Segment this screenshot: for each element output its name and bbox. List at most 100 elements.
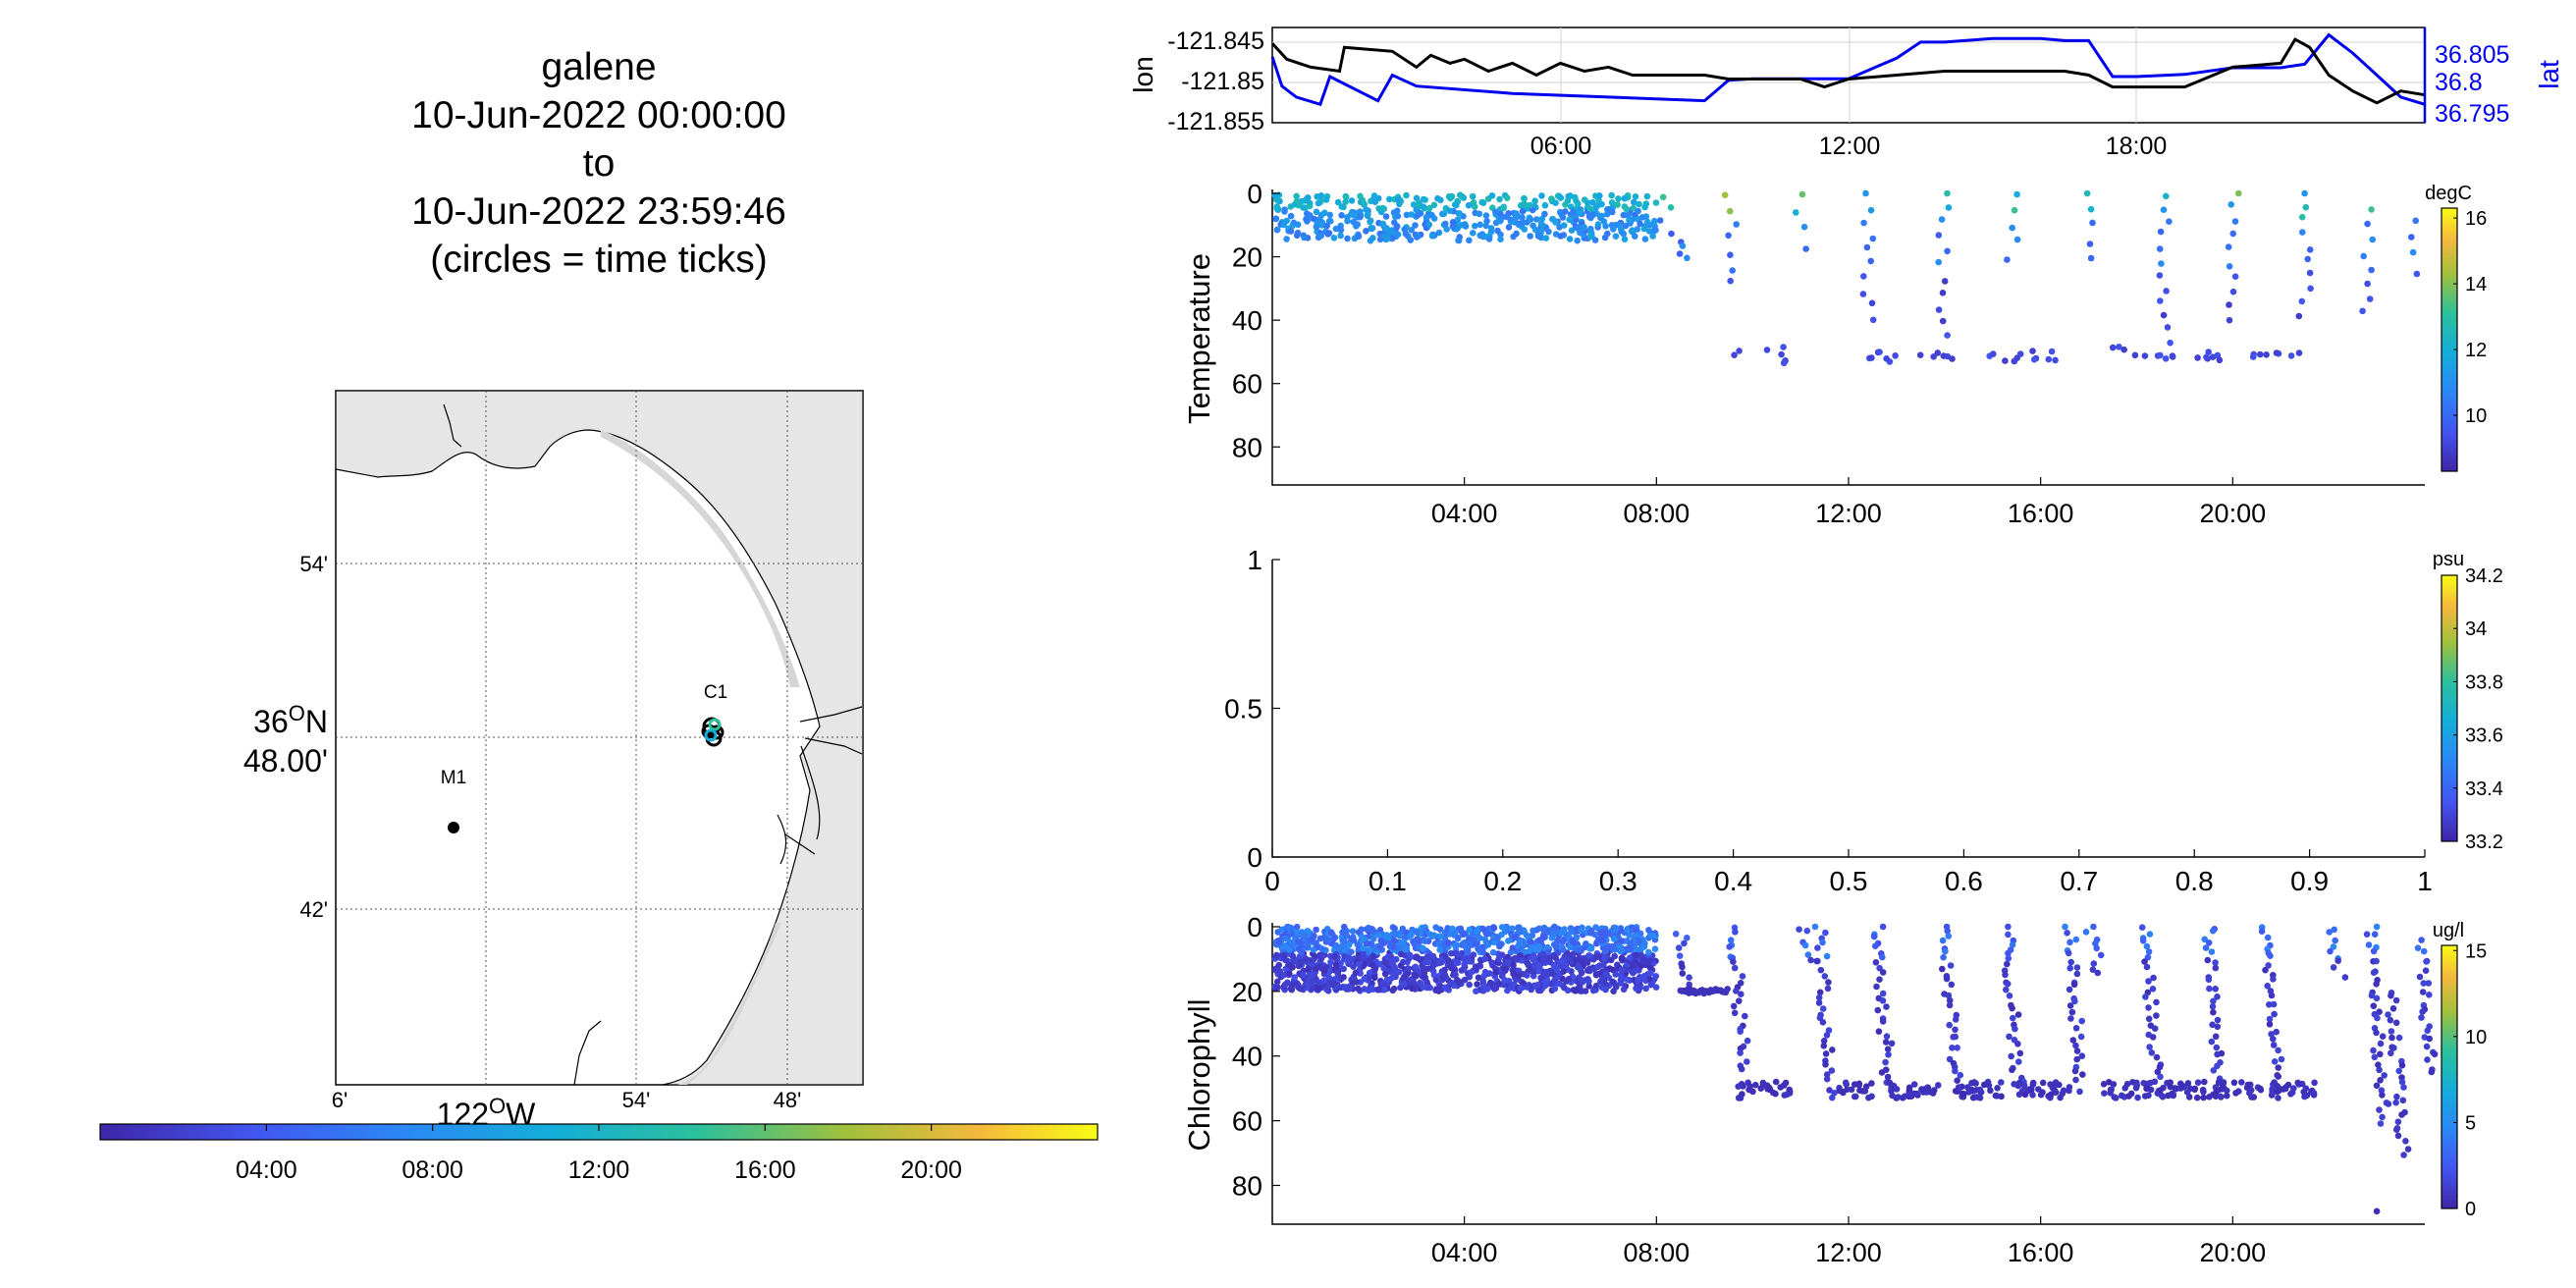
data-point <box>1500 204 1507 212</box>
data-point <box>1542 235 1550 242</box>
data-point <box>1820 1037 1828 1045</box>
data-point <box>1867 257 1874 265</box>
data-point <box>2262 966 2269 974</box>
data-point <box>2093 944 2100 952</box>
data-point <box>1505 938 1512 944</box>
data-point <box>2295 349 2303 356</box>
data-point <box>1408 211 1415 218</box>
data-point <box>1868 354 1875 361</box>
data-point <box>1585 983 1592 990</box>
data-point <box>1337 232 1344 240</box>
data-point <box>2021 1091 2029 1099</box>
data-point <box>1868 1080 1875 1087</box>
data-point <box>1315 985 1322 993</box>
data-point <box>1819 1005 1827 1012</box>
data-point <box>1638 942 1646 950</box>
data-point <box>1724 986 1731 993</box>
data-point <box>1433 986 1440 993</box>
data-point <box>1397 950 1405 958</box>
data-point <box>1882 1039 1890 1046</box>
data-point <box>1411 940 1418 947</box>
data-point <box>2295 312 2303 320</box>
data-point <box>2370 969 2378 976</box>
data-point <box>1469 192 1476 200</box>
data-point <box>2120 346 2127 353</box>
colorbar-tick-label: 16 <box>2465 208 2487 230</box>
data-point <box>2274 1083 2281 1090</box>
colorbar-label: degC <box>2425 183 2472 204</box>
data-point <box>2298 297 2306 305</box>
data-point <box>1360 954 1368 962</box>
data-point <box>2213 1044 2221 1051</box>
data-point <box>2005 931 2012 939</box>
data-point <box>2227 201 2234 208</box>
data-point <box>2327 947 2334 955</box>
data-point <box>2014 1011 2022 1018</box>
data-point <box>1686 974 1692 981</box>
data-point <box>2306 246 2314 253</box>
data-point <box>1305 937 1313 944</box>
data-point <box>1649 233 1656 240</box>
data-point <box>2153 998 2160 1006</box>
data-point <box>1414 929 1421 936</box>
data-point <box>1533 982 1541 989</box>
data-point <box>2226 263 2233 270</box>
ytick-label: 0 <box>1247 179 1262 209</box>
data-point <box>1341 946 1348 954</box>
data-point <box>2214 1050 2221 1058</box>
colorbar-tick-label: 33.4 <box>2465 778 2503 800</box>
data-point <box>2392 1019 2400 1027</box>
data-point <box>1970 1079 1978 1086</box>
data-point <box>1367 957 1373 965</box>
data-point <box>2073 964 2081 971</box>
data-point <box>2065 949 2072 957</box>
data-point <box>1466 237 1473 244</box>
colorbar-tick-label: 33.6 <box>2465 725 2503 747</box>
data-point <box>2100 1081 2108 1088</box>
data-point <box>1549 931 1557 939</box>
station-label: M1 <box>441 768 466 788</box>
data-point <box>1494 227 1501 235</box>
data-point <box>1557 194 1565 201</box>
data-point <box>1342 192 1350 200</box>
ytick-label: 80 <box>1232 432 1262 462</box>
data-point <box>1301 234 1308 242</box>
data-point <box>1539 935 1547 941</box>
data-point <box>2071 1067 2079 1075</box>
data-point <box>1369 936 1377 942</box>
data-point <box>2101 1090 2108 1097</box>
data-point <box>1744 1037 1751 1045</box>
data-point <box>2274 1088 2281 1096</box>
data-point <box>2377 1050 2384 1058</box>
data-point <box>2078 1052 2086 1059</box>
data-point <box>1348 197 1356 204</box>
data-point <box>1652 973 1660 980</box>
data-point <box>1432 924 1439 931</box>
data-point <box>1882 1058 1889 1066</box>
data-point <box>1348 948 1355 955</box>
data-point <box>1338 212 1345 219</box>
ytick-label: 60 <box>1232 369 1262 400</box>
data-point <box>1625 211 1632 219</box>
data-point <box>1514 956 1521 963</box>
data-point <box>1627 954 1634 961</box>
data-point <box>2235 1088 2242 1095</box>
data-point <box>1612 971 1619 978</box>
data-point <box>1609 942 1616 950</box>
data-point <box>2424 1027 2431 1035</box>
data-point <box>1306 202 1314 210</box>
data-point <box>1763 347 1771 353</box>
data-point <box>1293 923 1301 931</box>
ytick-label: 20 <box>1232 242 1262 273</box>
data-point <box>2334 957 2341 964</box>
ytick-label: -121.85 <box>1181 68 1264 95</box>
data-point <box>1649 932 1656 939</box>
data-point <box>2360 252 2367 260</box>
data-point <box>1488 960 1496 967</box>
data-point <box>1444 939 1452 946</box>
data-point <box>1884 1046 1892 1052</box>
data-point <box>1290 219 1298 227</box>
data-point <box>1959 1090 1966 1098</box>
data-point <box>2164 324 2172 331</box>
data-point <box>1331 953 1338 960</box>
